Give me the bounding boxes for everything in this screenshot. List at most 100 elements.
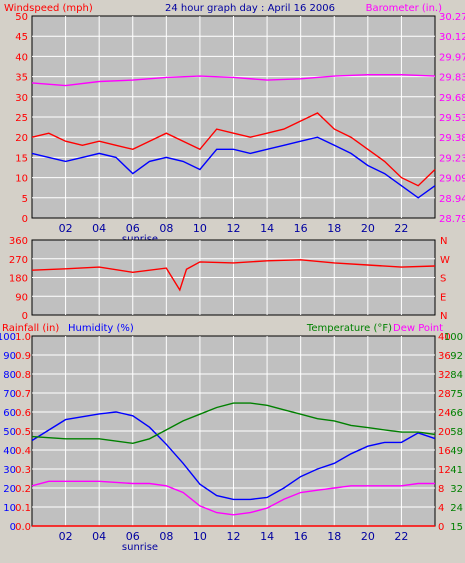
barometer-tick: 28.79 [439, 214, 465, 225]
sunrise-label-bottom: sunrise [122, 542, 158, 553]
celsius-tick: 20 [438, 427, 451, 438]
barometer-tick: 29.09 [439, 174, 465, 185]
rainfall-tick: 0.6 [15, 408, 31, 419]
celsius-tick: 24 [438, 408, 451, 419]
humidity-tick: 10 [3, 503, 16, 514]
windspeed-tick: 25 [15, 113, 28, 124]
barometer-tick: 30.12 [439, 32, 465, 43]
x-tick-label: 20 [361, 222, 375, 235]
windspeed-tick: 10 [15, 174, 28, 185]
windspeed-tick: 20 [15, 133, 28, 144]
celsius-tick: 36 [438, 351, 451, 362]
wind-direction-degree-labels: 360 270 180 90 0 [9, 236, 28, 322]
humidity-tick: 30 [3, 465, 16, 476]
rainfall-tick: 0.4 [15, 446, 31, 457]
barometer-tick: 30.27 [439, 12, 465, 23]
windspeed-tick: 35 [15, 73, 28, 84]
humidity-tick: 40 [3, 446, 16, 457]
celsius-tick: 4 [438, 503, 444, 514]
x-tick-label: 06 [126, 530, 140, 543]
fahrenheit-tick: 92 [450, 351, 463, 362]
rain-humidity-series [31, 402, 436, 527]
fahrenheit-tick: 58 [450, 427, 463, 438]
humidity-tick: 60 [3, 408, 16, 419]
series-line [31, 259, 436, 292]
celsius-tick: 40 [438, 332, 451, 343]
celsius-tick: 8 [438, 484, 444, 495]
x-tick-label: 02 [59, 222, 73, 235]
rainfall-tick: 1.0 [15, 332, 31, 343]
x-tick-label: 18 [327, 530, 341, 543]
fahrenheit-tick: 32 [450, 484, 463, 495]
panel-wind-baro: Windspeed (mph) 24 hour graph day : Apri… [4, 3, 465, 245]
direction-compass-tick: S [440, 274, 446, 285]
barometer-tick: 28.94 [439, 194, 465, 205]
humidity-tick: 50 [3, 427, 16, 438]
fahrenheit-tick: 84 [450, 370, 463, 381]
wind-baro-series [31, 73, 436, 199]
x-tick-label: 08 [159, 222, 173, 235]
x-tick-label: 04 [92, 530, 106, 543]
barometer-tick: 29.68 [439, 93, 465, 104]
rainfall-tick-labels: 1.0 0.9 0.8 0.7 0.6 0.5 0.4 0.3 0.2 0.1 0.0 [15, 332, 31, 533]
celsius-tick: 12 [438, 465, 451, 476]
rainfall-tick: 0.9 [15, 351, 31, 362]
fahrenheit-tick: 66 [450, 408, 463, 419]
fahrenheit-tick: 49 [450, 446, 463, 457]
x-tick-label: 04 [92, 222, 106, 235]
series-line [31, 411, 436, 501]
x-tick-label: 14 [260, 530, 274, 543]
rainfall-tick: 0.2 [15, 484, 31, 495]
x-tick-label: 08 [159, 530, 173, 543]
barometer-tick-labels: 30.27 30.12 29.97 29.83 29.68 29.53 29.38 29.23… [439, 12, 465, 225]
celsius-tick: 16 [438, 446, 451, 457]
dewpoint-axis-label: Dew Point [393, 323, 443, 334]
barometer-tick: 29.83 [439, 73, 465, 84]
rainfall-tick: 0.1 [15, 503, 31, 514]
x-tick-label: 12 [227, 222, 241, 235]
celsius-tick: 28 [438, 389, 451, 400]
direction-compass-tick: E [440, 292, 446, 303]
direction-degree-tick: 90 [15, 292, 28, 303]
x-tick-label: 14 [260, 222, 274, 235]
barometer-axis-label: Barometer (in.) [366, 3, 442, 14]
fahrenheit-tick: 24 [450, 503, 463, 514]
humidity-tick: 20 [3, 484, 16, 495]
fahrenheit-tick: 41 [450, 465, 463, 476]
x-tick-label: 06 [126, 222, 140, 235]
humidity-tick: 100 [0, 332, 16, 343]
rain-humidity-x-tick-labels: 02 04 06 08 10 12 14 16 18 20 22 [59, 530, 409, 543]
x-tick-label: 02 [59, 530, 73, 543]
windspeed-tick: 5 [22, 194, 28, 205]
barometer-tick: 29.97 [439, 52, 465, 63]
temperature-axis-label: Temperature (°F) [306, 323, 392, 334]
humidity-tick: 80 [3, 370, 16, 381]
humidity-tick: 0 [10, 522, 16, 533]
celsius-tick: 32 [438, 370, 451, 381]
rainfall-tick: 0.5 [15, 427, 31, 438]
humidity-tick: 90 [3, 351, 16, 362]
direction-compass-tick: N [440, 311, 447, 322]
wind-direction-series [31, 259, 436, 292]
direction-compass-tick: W [440, 255, 450, 266]
barometer-tick: 29.38 [439, 133, 465, 144]
fahrenheit-tick: 75 [450, 389, 463, 400]
celsius-tick: 0 [438, 522, 444, 533]
humidity-tick: 70 [3, 389, 16, 400]
humidity-axis-label: Humidity (%) [68, 323, 134, 334]
wind-baro-gridlines [32, 16, 435, 218]
panel-rain-humidity-temp: Rainfall (in) Humidity (%) Temperature (… [0, 323, 463, 553]
wind-baro-x-tick-labels: 02 04 06 08 10 12 14 16 18 20 22 [59, 222, 409, 235]
windspeed-tick: 0 [22, 214, 28, 225]
x-tick-label: 18 [327, 222, 341, 235]
direction-degree-tick: 270 [9, 255, 28, 266]
wind-direction-gridlines [32, 240, 435, 315]
windspeed-tick: 15 [15, 153, 28, 164]
x-tick-label: 22 [394, 530, 408, 543]
series-line [31, 402, 436, 445]
